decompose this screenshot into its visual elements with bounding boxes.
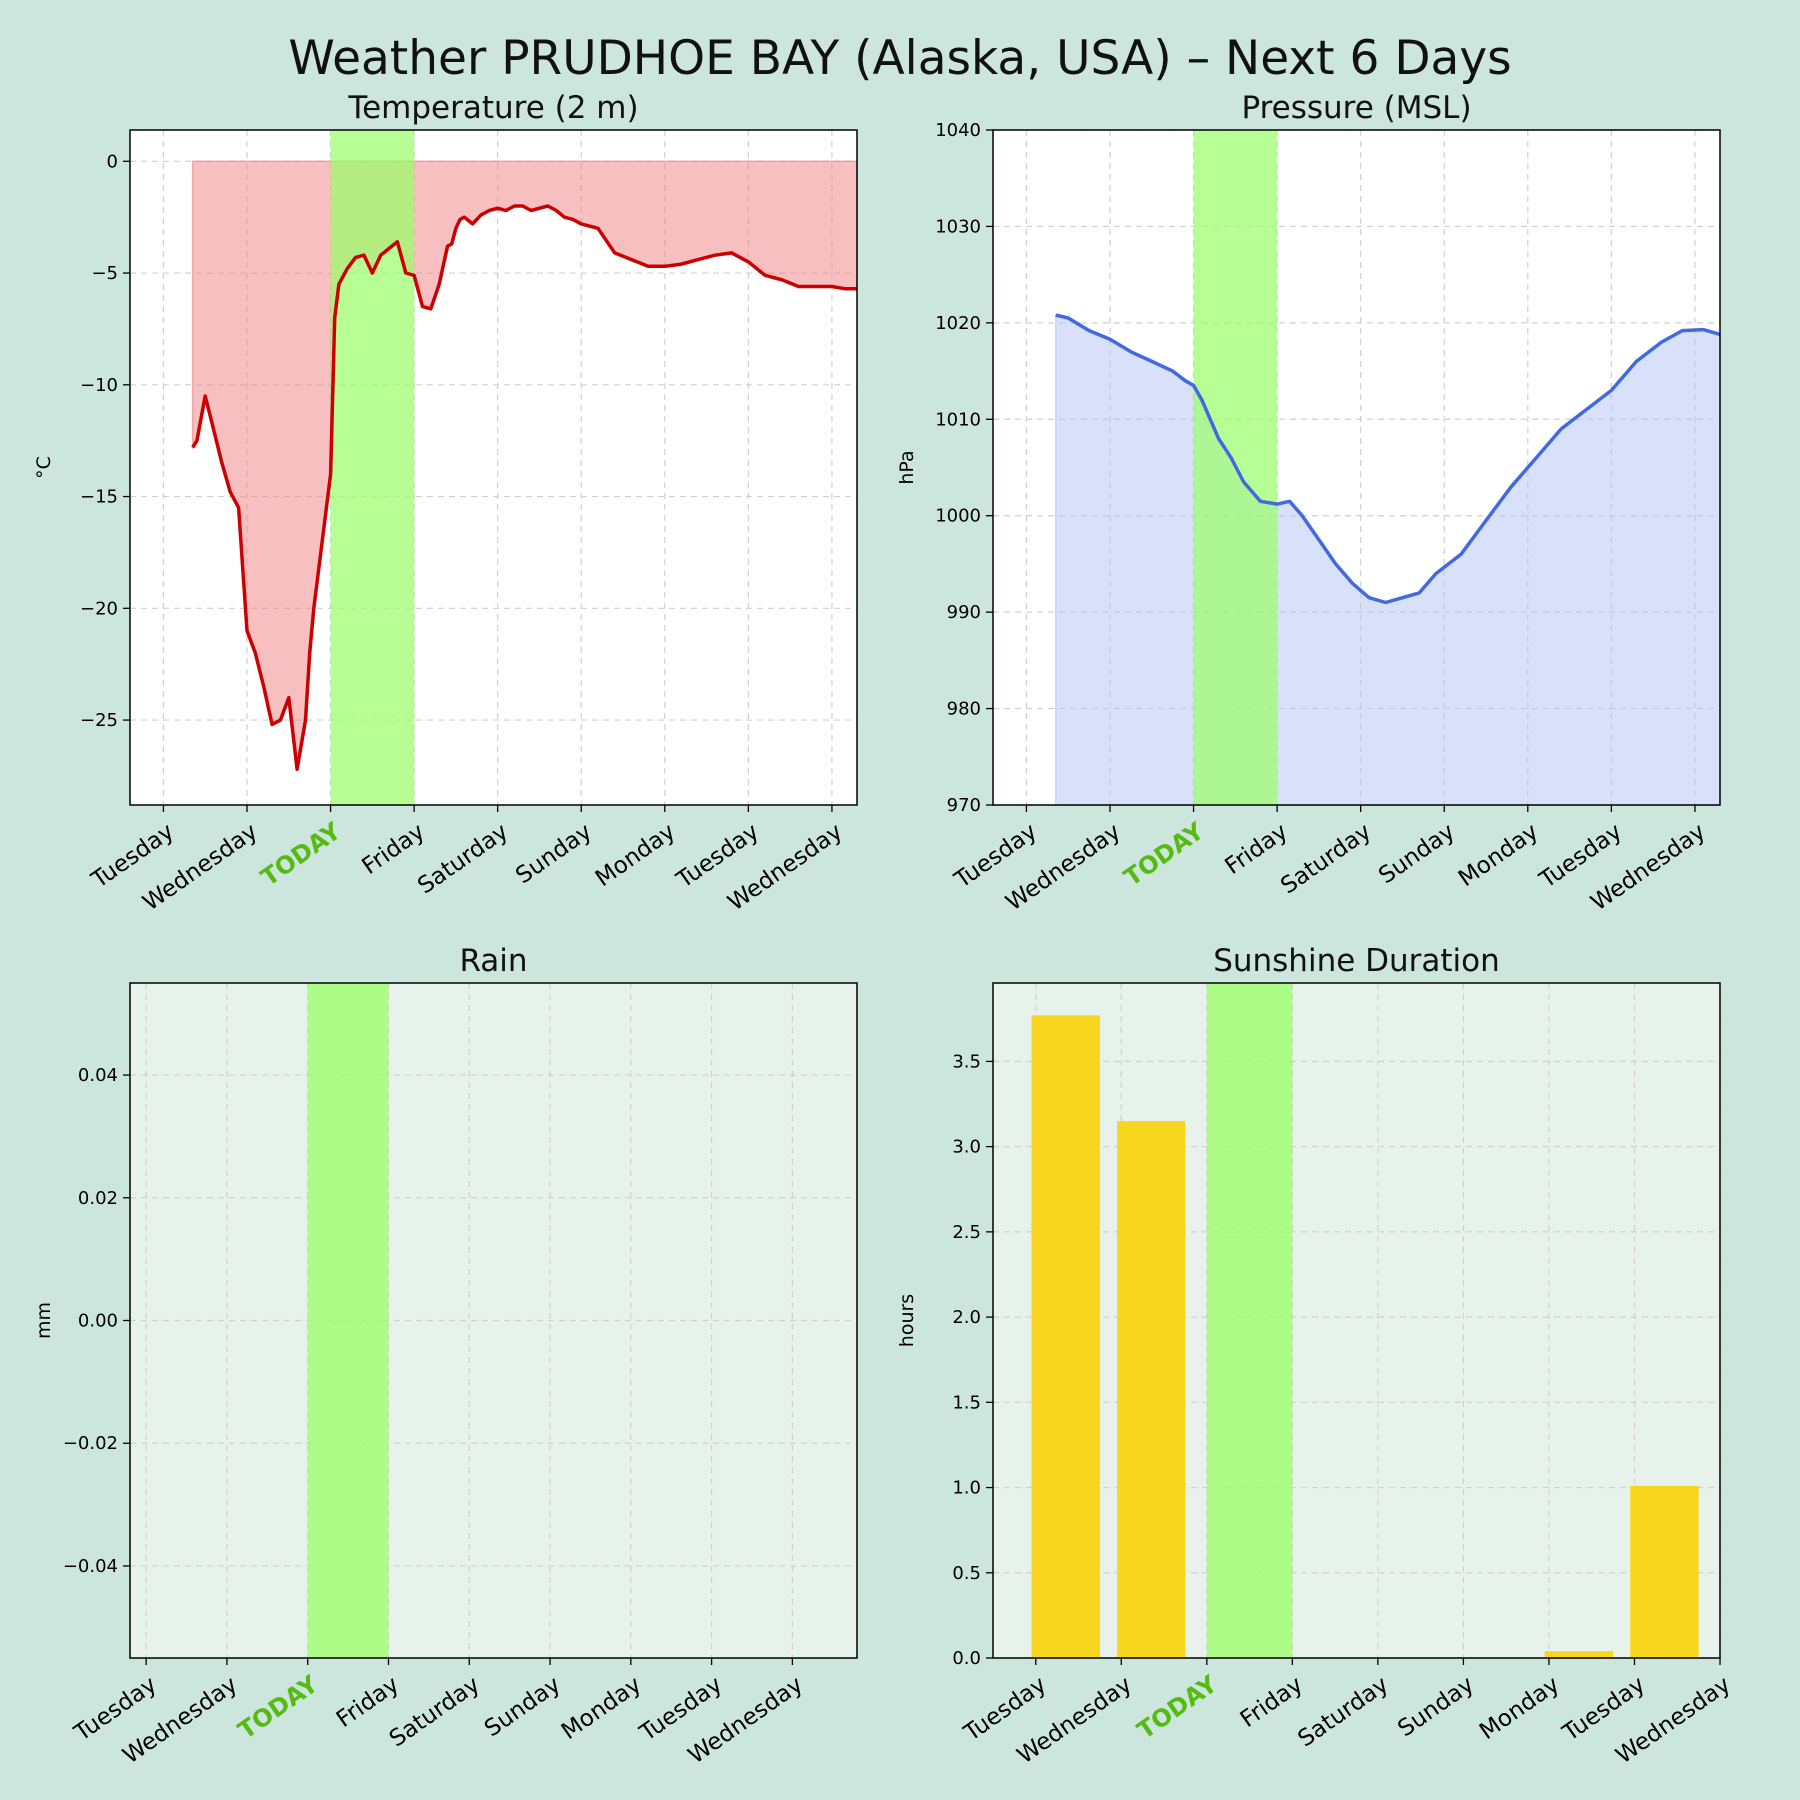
sunshine-bar	[1630, 1485, 1699, 1658]
temperature-ytick-label: −15	[80, 487, 118, 508]
sunshine-ytick-label: 1.5	[952, 1392, 981, 1413]
rain-ylabel: mm	[33, 1302, 55, 1339]
temperature-series-line	[191, 204, 857, 771]
pressure-xtick-label: Saturday	[1276, 819, 1376, 900]
rain-ytick-label: −0.04	[63, 1556, 118, 1577]
rain-today-band	[307, 983, 389, 1658]
temperature-xtick-label: Monday	[591, 819, 680, 892]
sunshine-chart: 0.00.51.01.52.02.53.03.5TuesdayWednesday…	[896, 943, 1735, 1769]
sunshine-xtick-label: Friday	[1236, 1672, 1308, 1733]
sunshine-ytick-label: 2.0	[952, 1307, 981, 1328]
rain-title: Rain	[459, 943, 527, 979]
main-title: Weather PRUDHOE BAY (Alaska, USA) – Next…	[288, 31, 1511, 86]
rain-xtick-label: Monday	[557, 1672, 646, 1745]
pressure-ytick-label: 990	[947, 602, 981, 623]
pressure-ytick-label: 1010	[935, 409, 981, 430]
sunshine-bar	[1117, 1121, 1186, 1658]
sunshine-ytick-label: 0.0	[952, 1648, 981, 1669]
temperature-xtick-label: Saturday	[413, 819, 513, 900]
pressure-title: Pressure (MSL)	[1241, 90, 1471, 126]
pressure-ylabel: hPa	[896, 450, 918, 484]
pressure-ytick-label: 1020	[935, 313, 981, 334]
temperature-xtick-label-today: TODAY	[256, 817, 347, 892]
temperature-xtick-label: Sunday	[511, 819, 596, 890]
sunshine-ytick-label: 3.5	[952, 1051, 981, 1072]
temperature-xtick-label: Friday	[358, 819, 430, 880]
temperature-ytick-label: −5	[91, 263, 118, 284]
rain-xtick-label: Sunday	[480, 1672, 565, 1743]
pressure-xtick-label: Monday	[1454, 819, 1543, 892]
rain-ytick-label: −0.02	[63, 1433, 118, 1454]
temperature-frame	[129, 129, 858, 806]
temperature-today-band	[330, 130, 415, 805]
rain-xtick-label: Saturday	[385, 1672, 485, 1753]
pressure-ytick-label: 980	[947, 699, 981, 720]
pressure-ytick-label: 1000	[935, 506, 981, 527]
pressure-series-line	[1055, 313, 1721, 605]
pressure-xtick-label-today: TODAY	[1119, 817, 1210, 892]
rain-ytick-label: 0.04	[78, 1065, 118, 1086]
pressure-ytick-label: 1040	[935, 120, 981, 141]
pressure-frame	[992, 129, 1721, 806]
sunshine-ytick-label: 0.5	[952, 1563, 981, 1584]
sunshine-bar	[1544, 1651, 1614, 1658]
temperature-ylabel: °C	[33, 456, 55, 479]
pressure-chart: 97098099010001010102010301040TuesdayWedn…	[896, 90, 1721, 916]
sunshine-xtick-label: Sunday	[1393, 1672, 1478, 1743]
sunshine-today-band	[1206, 983, 1293, 1658]
rain-ytick-label: 0.00	[78, 1311, 118, 1332]
rain-xtick-label: Friday	[332, 1672, 404, 1733]
pressure-xtick-label: Friday	[1221, 819, 1293, 880]
temperature-ytick-label: −10	[80, 375, 118, 396]
pressure-xtick-label: Sunday	[1374, 819, 1459, 890]
sunshine-xtick-label: Monday	[1475, 1672, 1564, 1745]
sunshine-ylabel: hours	[896, 1294, 918, 1347]
sunshine-ytick-label: 2.5	[952, 1222, 981, 1243]
rain-ytick-label: 0.02	[78, 1188, 118, 1209]
temperature-title: Temperature (2 m)	[347, 90, 638, 126]
sunshine-plot-area	[993, 983, 1720, 1658]
rain-xtick-label-today: TODAY	[233, 1670, 324, 1745]
rain-chart: −0.04−0.020.000.020.04TuesdayWednesdayTO…	[33, 943, 858, 1769]
temperature-ytick-label: −20	[80, 598, 118, 619]
pressure-ytick-label: 970	[947, 795, 981, 816]
temperature-ytick-label: −25	[80, 710, 118, 731]
sunshine-ytick-label: 1.0	[952, 1478, 981, 1499]
sunshine-bar	[1031, 1015, 1100, 1658]
sunshine-xtick-label: Saturday	[1294, 1672, 1394, 1753]
sunshine-ytick-label: 3.0	[952, 1137, 981, 1158]
sunshine-title: Sunshine Duration	[1213, 943, 1500, 979]
sunshine-frame	[992, 982, 1721, 1659]
temperature-ytick-label: 0	[107, 151, 118, 172]
sunshine-xtick-label-today: TODAY	[1132, 1670, 1223, 1745]
pressure-ytick-label: 1030	[935, 216, 981, 237]
